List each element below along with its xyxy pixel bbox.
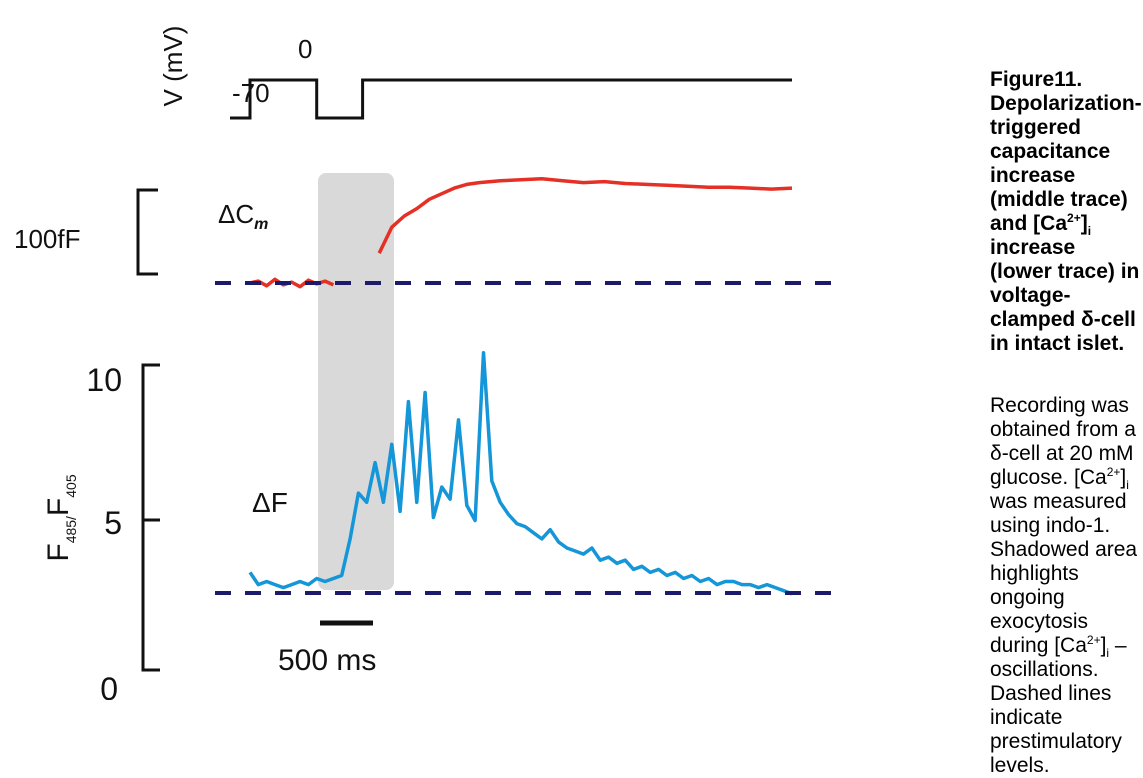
caption-title-line-6: (lower trace) in	[990, 260, 1140, 283]
shaded-exocytosis-area	[318, 173, 394, 590]
voltage-axis-label: V (mV)	[158, 26, 188, 107]
caption-title-line-7: voltage-clamped δ-cell	[990, 284, 1136, 331]
capacitance-trace-response-segment	[377, 177, 793, 254]
caption-title-bracket: ]	[1080, 212, 1088, 235]
voltage-panel: V (mV) -70 0	[158, 26, 792, 120]
caption-title-line-1: Figure11.	[990, 68, 1083, 91]
caption-title-line-3: triggered capacitance	[990, 116, 1111, 163]
caption-title-sub: i	[1087, 224, 1092, 239]
caption-body-sup-2: 2+	[1086, 633, 1101, 647]
figure-canvas: V (mV) -70 0 100fF ΔCm 10 5 0 F485/F405 …	[14, 26, 832, 700]
caption-title-line-5: and [Ca	[990, 212, 1068, 235]
caption-title-line-4: increase (middle trace)	[990, 164, 1128, 211]
calcium-axis-label: F485/F405	[42, 474, 79, 561]
figure-caption: Figure11. Depolarization- triggered capa…	[990, 68, 1143, 778]
y-tick-label-10: 10	[86, 362, 122, 398]
caption-title-line-8: in intact islet.	[990, 332, 1125, 355]
caption-body-sup-1: 2+	[1106, 465, 1121, 479]
caption-title-line-5b: increase	[990, 236, 1076, 259]
capacitance-label-main: ΔC	[218, 199, 254, 229]
axis-label-f2: F	[42, 498, 75, 516]
time-scale-label: 500 ms	[278, 644, 376, 677]
calcium-panel: 10 5 0 F485/F405 ΔF	[42, 351, 832, 700]
caption-title: Figure11. Depolarization- triggered capa…	[990, 68, 1143, 356]
y-tick-label-0: 0	[100, 671, 118, 700]
axis-label-f1: F	[42, 543, 75, 561]
caption-title-sup: 2+	[1067, 211, 1081, 225]
caption-body-sub-1: i	[1126, 478, 1129, 493]
caption-body-part-4: ]	[1100, 634, 1107, 657]
capacitance-trace-label: ΔCm	[218, 199, 268, 233]
calcium-trace	[248, 351, 793, 596]
voltage-protocol-trace	[230, 78, 792, 120]
caption-body: Recording was obtained from a δ-cell at …	[990, 394, 1143, 778]
caption-body-part-3: was measured using indo-1. Shadowed area…	[990, 490, 1138, 657]
calcium-y-axis	[141, 363, 160, 672]
calcium-trace-label: ΔF	[252, 487, 288, 518]
caption-body-part-2: ]	[1120, 466, 1127, 489]
caption-body-sub-2: i	[1106, 646, 1110, 661]
caption-body-part-1: Recording was obtained from a δ-cell at …	[990, 394, 1136, 489]
capacitance-scale-label: 100fF	[14, 224, 81, 254]
capacitance-panel: 100fF ΔCm	[14, 177, 832, 289]
axis-label-sub1: 485/	[63, 516, 79, 543]
pulse-potential-label: 0	[298, 34, 312, 64]
axis-label-sub2: 405	[63, 474, 79, 498]
caption-title-line-2: Depolarization-	[990, 92, 1142, 115]
capacitance-scale-bar	[136, 188, 158, 276]
capacitance-label-sub: m	[254, 216, 268, 233]
y-tick-label-5: 5	[104, 505, 122, 541]
